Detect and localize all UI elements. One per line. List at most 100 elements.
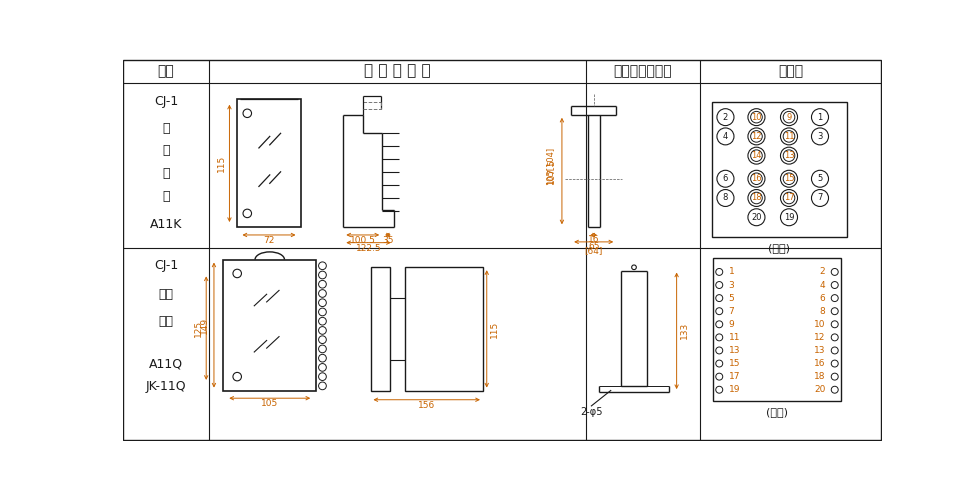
Circle shape bbox=[831, 360, 838, 367]
Text: 10: 10 bbox=[814, 320, 825, 329]
Text: 接线: 接线 bbox=[159, 315, 173, 328]
Text: 11: 11 bbox=[784, 132, 794, 141]
Text: 19: 19 bbox=[728, 385, 740, 394]
Circle shape bbox=[318, 280, 326, 288]
Circle shape bbox=[831, 295, 838, 301]
Circle shape bbox=[811, 128, 828, 145]
Circle shape bbox=[780, 190, 798, 206]
Text: 3: 3 bbox=[817, 132, 822, 141]
Text: 板: 板 bbox=[162, 122, 170, 135]
Text: 16: 16 bbox=[814, 359, 825, 368]
Text: 17: 17 bbox=[728, 372, 740, 381]
Text: 后: 后 bbox=[162, 144, 170, 157]
Text: 149: 149 bbox=[200, 316, 209, 334]
Text: 133: 133 bbox=[680, 322, 689, 340]
Circle shape bbox=[748, 109, 765, 126]
Text: 19: 19 bbox=[784, 213, 794, 222]
Text: 18: 18 bbox=[751, 194, 761, 202]
Text: 13: 13 bbox=[814, 346, 825, 355]
Text: 4: 4 bbox=[820, 281, 825, 290]
Text: 14: 14 bbox=[752, 151, 761, 160]
Circle shape bbox=[780, 209, 798, 226]
Circle shape bbox=[780, 109, 798, 126]
Circle shape bbox=[831, 334, 838, 341]
Text: 2: 2 bbox=[820, 267, 825, 276]
Circle shape bbox=[715, 360, 722, 367]
Circle shape bbox=[233, 372, 241, 381]
Text: 35: 35 bbox=[382, 236, 394, 245]
Text: 11: 11 bbox=[728, 333, 740, 342]
Circle shape bbox=[748, 209, 765, 226]
Circle shape bbox=[318, 262, 326, 270]
Circle shape bbox=[751, 192, 762, 204]
Circle shape bbox=[831, 308, 838, 315]
Text: A11Q: A11Q bbox=[149, 357, 183, 370]
Circle shape bbox=[318, 317, 326, 325]
Text: 结构: 结构 bbox=[158, 64, 174, 78]
Circle shape bbox=[715, 386, 722, 393]
Circle shape bbox=[831, 386, 838, 393]
Text: 17: 17 bbox=[784, 194, 795, 202]
Circle shape bbox=[751, 150, 762, 161]
Text: 外 形 尺 寸 图: 外 形 尺 寸 图 bbox=[365, 63, 431, 78]
Circle shape bbox=[783, 192, 795, 204]
Text: 线: 线 bbox=[162, 190, 170, 203]
Text: 8: 8 bbox=[819, 307, 825, 316]
Circle shape bbox=[748, 170, 765, 187]
Text: JK-11Q: JK-11Q bbox=[146, 380, 186, 393]
Text: 板前: 板前 bbox=[159, 288, 173, 301]
Circle shape bbox=[780, 128, 798, 145]
Text: 105[104]: 105[104] bbox=[545, 147, 554, 185]
Circle shape bbox=[811, 170, 828, 187]
Circle shape bbox=[751, 111, 762, 123]
Circle shape bbox=[831, 373, 838, 380]
Text: 72: 72 bbox=[264, 236, 274, 245]
Text: 15: 15 bbox=[784, 174, 794, 183]
Text: CJ-1: CJ-1 bbox=[154, 95, 178, 108]
Circle shape bbox=[632, 265, 636, 270]
Text: 122.5: 122.5 bbox=[356, 244, 381, 252]
Text: 7: 7 bbox=[728, 307, 734, 316]
Text: 6: 6 bbox=[723, 174, 728, 183]
Bar bbox=[237, 99, 301, 227]
Bar bbox=[406, 267, 483, 391]
Text: 7: 7 bbox=[817, 194, 822, 202]
Circle shape bbox=[318, 373, 326, 381]
Text: 20: 20 bbox=[814, 385, 825, 394]
Circle shape bbox=[318, 354, 326, 362]
Circle shape bbox=[243, 109, 252, 117]
Text: 9: 9 bbox=[786, 113, 792, 122]
Circle shape bbox=[783, 111, 795, 123]
Text: 12: 12 bbox=[752, 132, 761, 141]
Circle shape bbox=[715, 334, 722, 341]
Circle shape bbox=[783, 150, 795, 161]
Circle shape bbox=[318, 299, 326, 306]
Circle shape bbox=[318, 271, 326, 279]
Text: 16: 16 bbox=[751, 174, 761, 183]
Text: 156: 156 bbox=[418, 400, 435, 410]
Text: 1: 1 bbox=[817, 113, 822, 122]
Circle shape bbox=[243, 209, 252, 218]
Text: [64]: [64] bbox=[584, 246, 603, 255]
Circle shape bbox=[318, 363, 326, 371]
Text: 安装开孔尺寸图: 安装开孔尺寸图 bbox=[613, 64, 672, 78]
Text: 125: 125 bbox=[194, 320, 203, 337]
Text: 5: 5 bbox=[728, 294, 734, 302]
Text: 20: 20 bbox=[752, 213, 761, 222]
Circle shape bbox=[715, 373, 722, 380]
Circle shape bbox=[811, 109, 828, 126]
Circle shape bbox=[318, 327, 326, 334]
Circle shape bbox=[831, 347, 838, 354]
Circle shape bbox=[715, 321, 722, 328]
Text: 8: 8 bbox=[723, 194, 728, 202]
Circle shape bbox=[715, 282, 722, 289]
Text: 107.5: 107.5 bbox=[547, 158, 556, 184]
Text: 2: 2 bbox=[723, 113, 728, 122]
Text: 115: 115 bbox=[490, 320, 499, 338]
Circle shape bbox=[831, 282, 838, 289]
Text: 115: 115 bbox=[218, 155, 226, 172]
Text: 9: 9 bbox=[728, 320, 734, 329]
Text: 10: 10 bbox=[752, 113, 761, 122]
Text: 13: 13 bbox=[728, 346, 740, 355]
Circle shape bbox=[780, 147, 798, 164]
